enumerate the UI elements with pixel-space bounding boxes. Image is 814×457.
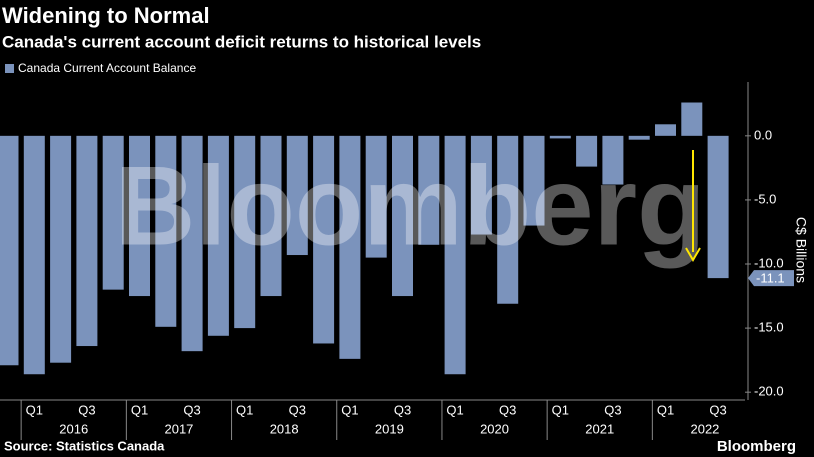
x-tick-label: Q3 [289,402,306,417]
chart-title: Widening to Normal [2,3,210,28]
value-label: -11.1 [756,271,785,286]
bar [523,135,545,226]
bar [681,102,703,136]
bar [102,135,124,290]
legend-label: Canada Current Account Balance [18,61,196,75]
bar [76,135,98,347]
y-tick-label: 0.0 [754,127,772,142]
source: Source: Statistics Canada [4,438,165,453]
year-label: 2022 [690,421,719,436]
x-tick-label: Q3 [499,402,516,417]
bar [234,135,256,329]
y-tick-label: -10.0 [754,255,784,270]
year-label: 2019 [375,421,404,436]
x-tick-label: Q3 [394,402,411,417]
legend-swatch [5,64,14,73]
value-label-box [748,270,794,287]
watermark: Bloomberg [114,144,705,269]
year-label: 2020 [480,421,509,436]
year-label: 2016 [59,421,88,436]
bar [286,135,308,256]
year-label: 2018 [270,421,299,436]
x-tick-label: Q1 [552,402,569,417]
bar [365,135,387,258]
bar [50,135,72,363]
bar [418,135,440,245]
chart-subtitle: Canada's current account deficit returns… [2,32,481,51]
bar [339,135,361,359]
bar [181,135,203,352]
bar [655,124,676,136]
year-label: 2017 [164,421,193,436]
bar [549,135,571,139]
x-tick-label: Q3 [709,402,726,417]
bar [602,135,624,185]
bar [444,135,466,375]
bar [497,135,519,304]
year-label: 2021 [585,421,614,436]
x-tick-label: Q3 [604,402,621,417]
x-tick-label: Q1 [446,402,463,417]
y-tick-label: -15.0 [754,320,784,335]
bar [23,135,45,375]
x-tick-label: Q1 [341,402,358,417]
x-tick-label: Q1 [657,402,674,417]
bar [0,135,19,366]
bar [392,135,413,297]
logo: Bloomberg [717,438,796,455]
bar [155,135,177,327]
x-tick-label: Q1 [26,402,43,417]
y-tick-label: -5.0 [754,191,776,206]
bar [707,135,729,279]
x-tick-label: Q3 [183,402,200,417]
bar [313,135,335,344]
y-tick-label: -20.0 [754,384,784,399]
x-tick-label: Q1 [236,402,253,417]
bar [129,135,150,297]
bar [628,135,650,140]
bar [207,135,229,336]
bar [576,135,598,167]
x-tick-label: Q1 [131,402,148,417]
arrow-head [685,247,701,262]
x-tick-label: Q3 [78,402,95,417]
bar [260,135,282,297]
bar [470,135,492,235]
y-axis-label: C$ Billions [793,217,809,283]
